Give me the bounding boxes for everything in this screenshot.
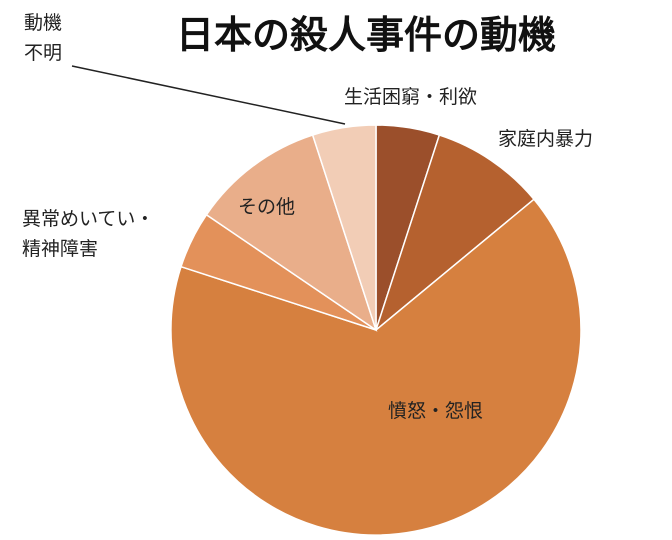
slice-label: 憤怒・怨恨 bbox=[388, 400, 484, 422]
pie-slice bbox=[170, 198, 582, 536]
slice-label: 異常めいてい・精神障害 bbox=[22, 208, 155, 260]
pie-slice bbox=[311, 124, 377, 331]
slice-label: 生活困窮・利欲 bbox=[344, 86, 478, 108]
slice-label: 家庭内暴力 bbox=[498, 128, 594, 150]
slice-label: 動機不明 bbox=[24, 12, 63, 64]
chart-title: 日本の殺人事件の動機 bbox=[175, 13, 556, 57]
leader-line bbox=[71, 65, 346, 125]
pie-slice bbox=[374, 134, 536, 333]
slice-label: その他 bbox=[238, 196, 296, 218]
pie-slice bbox=[205, 134, 378, 332]
